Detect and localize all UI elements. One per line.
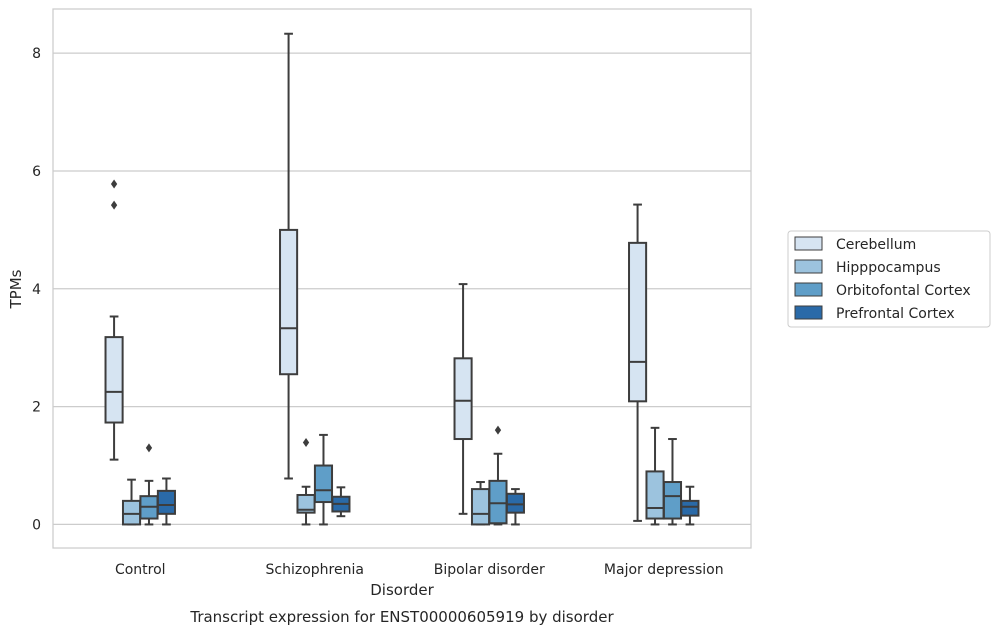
box-hipppocampus-major-depression <box>645 426 665 526</box>
box-body <box>662 481 683 520</box>
outlier-point <box>302 438 310 448</box>
box-cerebellum-control <box>104 179 124 461</box>
y-tick-label: 6 <box>32 164 41 180</box>
x-tick-label: Control <box>115 562 166 578</box>
legend: Cerebellum Hipppocampus Orbitofontal Corte… <box>787 230 991 328</box>
box-body <box>279 228 299 376</box>
box-hipppocampus-schizophrenia <box>296 438 316 526</box>
legend-item: Cerebellum <box>794 236 916 253</box>
box-orbitofontal-cortex-schizophrenia <box>313 433 334 526</box>
boxes <box>104 32 700 526</box>
legend-swatch <box>794 259 823 274</box>
legend-label: Prefrontal Cortex <box>836 306 955 322</box>
legend-label: Orbitofontal Cortex <box>836 283 971 299</box>
y-tick-label: 2 <box>32 400 41 416</box>
y-axis-label: TPMs <box>7 269 25 309</box>
legend-swatch <box>794 305 823 320</box>
x-tick-labels: Control Schizophrenia Bipolar disorder Majo… <box>115 562 724 578</box>
box-body <box>470 488 491 526</box>
chart-caption: Transcript expression for ENST0000060591… <box>189 608 614 626</box>
box-orbitofontal-cortex-control <box>139 443 159 526</box>
box-prefrontal-cortex-control <box>156 477 176 526</box>
outlier-point <box>110 200 118 210</box>
plot-frame <box>52 8 752 549</box>
legend-swatch <box>794 236 823 251</box>
legend-label: Cerebellum <box>836 237 916 253</box>
box-orbitofontal-cortex-major-depression <box>662 438 683 526</box>
legend-swatch <box>794 282 823 297</box>
y-tick-label: 4 <box>32 282 41 298</box>
box-prefrontal-cortex-major-depression <box>680 485 700 526</box>
gridlines <box>53 52 751 526</box>
y-tick-labels: 0 2 4 6 8 <box>32 46 41 533</box>
box-body <box>313 464 334 504</box>
box-body <box>680 499 700 517</box>
outlier-point <box>145 443 153 453</box>
box-body <box>453 357 473 441</box>
legend-item: Orbitofontal Cortex <box>794 282 971 299</box>
box-body <box>296 493 316 514</box>
outlier-point <box>494 425 502 435</box>
legend-label: Hipppocampus <box>836 260 941 276</box>
box-orbitofontal-cortex-bipolar-disorder <box>488 425 508 526</box>
legend-item: Prefrontal Cortex <box>794 305 955 322</box>
box-cerebellum-major-depression <box>628 203 648 522</box>
y-tick-label: 8 <box>32 46 41 62</box>
y-tick-label: 0 <box>32 517 41 533</box>
box-prefrontal-cortex-bipolar-disorder <box>505 488 525 526</box>
box-prefrontal-cortex-schizophrenia <box>331 486 351 518</box>
box-body <box>505 492 525 514</box>
box-hipppocampus-control <box>121 478 142 526</box>
box-hipppocampus-bipolar-disorder <box>470 481 491 526</box>
legend-frame <box>787 230 991 328</box>
box-body <box>156 489 176 515</box>
box-body <box>645 470 665 520</box>
box-body <box>488 479 508 525</box>
x-tick-label: Schizophrenia <box>266 562 364 578</box>
x-tick-label: Major depression <box>604 562 724 578</box>
box-body <box>121 499 142 526</box>
outlier-point <box>110 179 118 189</box>
legend-item: Hipppocampus <box>794 259 941 276</box>
box-body <box>104 336 124 424</box>
x-axis-label: Disorder <box>370 581 434 599</box>
box-cerebellum-schizophrenia <box>279 32 299 480</box>
x-tick-label: Bipolar disorder <box>434 562 545 578</box>
box-body <box>628 241 648 403</box>
box-cerebellum-bipolar-disorder <box>453 283 473 515</box>
